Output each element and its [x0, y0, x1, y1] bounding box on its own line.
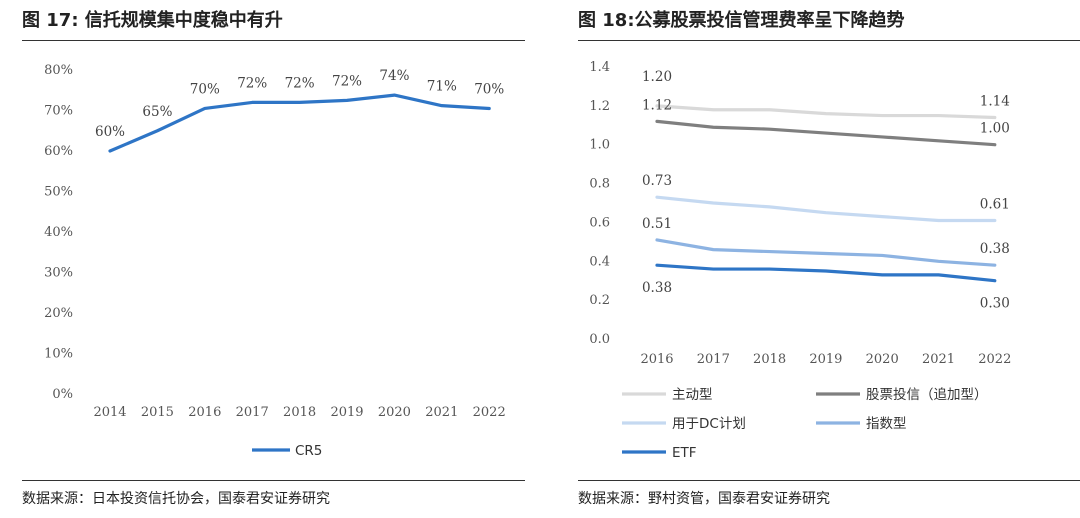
legend-label-stock-trust: 股票投信（追加型） — [866, 387, 988, 403]
y-tick-label: 0.8 — [589, 177, 610, 192]
x-tick-label: 2019 — [330, 405, 363, 420]
x-tick-label: 2018 — [753, 352, 786, 367]
x-tick-label: 2014 — [93, 405, 126, 420]
legend-label-etf: ETF — [672, 445, 697, 461]
x-tick-label: 2021 — [425, 405, 458, 420]
y-tick-label: 60% — [44, 144, 73, 159]
x-tick-label: 2019 — [809, 352, 842, 367]
x-tick-label: 2017 — [697, 352, 730, 367]
y-tick-label: 50% — [44, 185, 73, 200]
index-data-label: 0.51 — [642, 216, 672, 232]
y-tick-label: 40% — [44, 225, 73, 240]
index-data-label: 0.38 — [980, 241, 1010, 257]
etf-series-line — [655, 263, 997, 283]
x-tick-label: 2016 — [188, 405, 221, 420]
left-source-note: 数据来源：日本投资信托协会，国泰君安证券研究 — [22, 491, 330, 507]
y-tick-label: 70% — [44, 104, 73, 119]
cr5-data-label: 72% — [285, 75, 315, 91]
dc-plan-series-line — [655, 195, 997, 223]
dc-plan-data-label: 0.73 — [642, 173, 672, 189]
y-tick-label: 1.0 — [589, 138, 610, 153]
legend-label-index: 指数型 — [866, 416, 907, 432]
right-title-rule — [578, 40, 1080, 41]
dc-plan-data-label: 0.61 — [980, 196, 1010, 212]
right-figure-panel: 图 18:公募股票投信管理费率呈下降趋势 0.0 0.2 0.4 0.6 0.8 1.0 1… — [560, 0, 1080, 518]
y-tick-label: 30% — [44, 266, 73, 281]
cr5-data-label: 65% — [142, 104, 172, 120]
x-tick-label: 2020 — [378, 405, 411, 420]
y-tick-label: 0.2 — [589, 293, 610, 308]
right-chart-svg: 0.0 0.2 0.4 0.6 0.8 1.0 1.2 1.4 2016 2017 2018 2019… — [589, 60, 1011, 461]
cr5-data-label: 74% — [379, 68, 409, 84]
y-tick-label: 0.0 — [589, 332, 610, 347]
legend-label-cr5: CR5 — [295, 443, 322, 459]
right-bottom-rule — [578, 480, 1080, 481]
stock-trust-data-label: 1.00 — [980, 121, 1010, 137]
y-tick-label: 1.4 — [589, 60, 610, 75]
x-tick-label: 2016 — [640, 352, 673, 367]
x-tick-label: 2017 — [236, 405, 269, 420]
cr5-data-label: 72% — [237, 75, 267, 91]
x-tick-label: 2022 — [473, 405, 506, 420]
left-figure-title: 图 17: 信托规模集中度稳中有升 — [22, 10, 283, 31]
active-data-label: 1.20 — [642, 69, 672, 85]
stock-trust-data-label: 1.12 — [642, 97, 672, 113]
cr5-series-line — [108, 93, 491, 153]
cr5-data-label: 60% — [95, 124, 125, 140]
left-title-rule — [22, 40, 525, 41]
x-tick-label: 2020 — [866, 352, 899, 367]
etf-data-label: 0.38 — [642, 280, 672, 296]
x-tick-label: 2021 — [922, 352, 955, 367]
cr5-data-label: 70% — [474, 81, 504, 97]
x-tick-label: 2015 — [141, 405, 174, 420]
y-tick-label: 0.4 — [589, 254, 610, 269]
left-bottom-rule — [22, 480, 525, 481]
legend-label-active: 主动型 — [672, 387, 713, 403]
y-tick-label: 20% — [44, 306, 73, 321]
cr5-data-label: 70% — [190, 81, 220, 97]
cr5-data-label: 71% — [427, 79, 457, 95]
left-chart-svg: 0% 10% 20% 30% 40% 50% 60% 70% 80% 2014 2015 2016 20… — [44, 63, 506, 459]
stock-trust-series-line — [655, 119, 997, 147]
x-tick-label: 2022 — [978, 352, 1011, 367]
y-tick-label: 1.2 — [589, 99, 610, 114]
index-series-line — [655, 238, 997, 267]
y-tick-label: 80% — [44, 63, 73, 78]
y-tick-label: 0% — [52, 387, 73, 402]
y-tick-label: 10% — [44, 347, 73, 362]
legend-label-dc-plan: 用于DC计划 — [672, 416, 746, 432]
right-figure-title: 图 18:公募股票投信管理费率呈下降趋势 — [578, 10, 905, 31]
y-tick-label: 0.6 — [589, 215, 610, 230]
cr5-data-label: 72% — [332, 73, 362, 89]
active-data-label: 1.14 — [980, 94, 1010, 110]
etf-data-label: 0.30 — [980, 296, 1010, 312]
left-figure-panel: 图 17: 信托规模集中度稳中有升 0% 10% 20% 30% 40% 50% 60% 70… — [0, 0, 525, 518]
right-source-note: 数据来源：野村资管，国泰君安证券研究 — [578, 491, 830, 507]
active-series-line — [655, 104, 997, 120]
x-tick-label: 2018 — [283, 405, 316, 420]
